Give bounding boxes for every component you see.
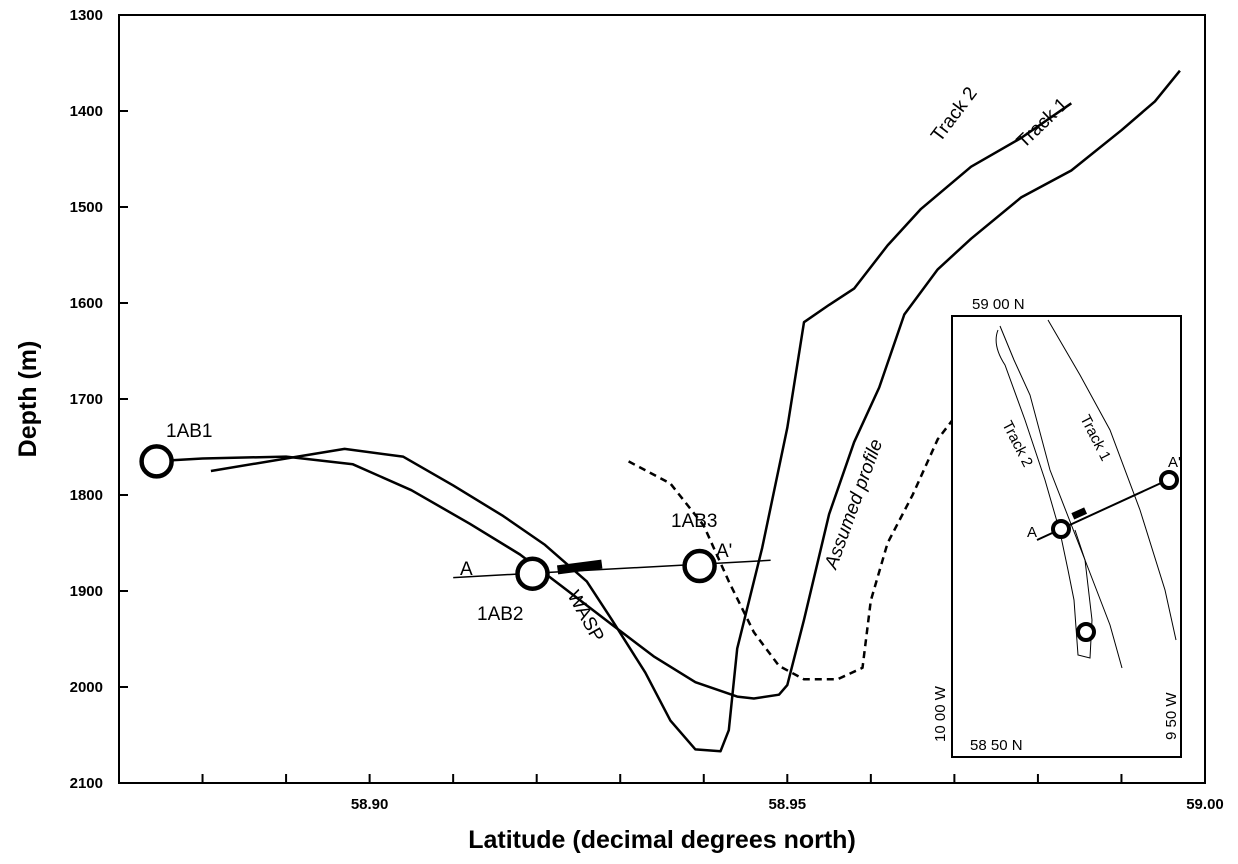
inset-a-label: A [1027,524,1037,541]
inset-map: 59 00 N 58 50 N 10 00 W 9 50 W Track 1 T… [932,296,1182,758]
x-tick-label: 58.90 [351,796,389,813]
y-tick-label: 2100 [70,775,103,792]
series-line-assumed-profile [628,405,964,681]
a-start-label: A [460,559,473,580]
site-marker-1ab2 [515,556,550,591]
assumed-profile-label: Assumed profile [821,437,888,573]
x-tick-label: 58.95 [769,796,807,813]
inset-track-1 [999,325,1123,669]
inset-wasp-segment [1071,507,1088,520]
track-1-label: Track 1 [1013,94,1073,153]
y-tick-label: 1400 [70,103,103,120]
series-line-track-2 [210,102,1073,753]
inset-right-lon-label: 9 50 W [1163,692,1180,740]
y-tick-label: 1500 [70,199,103,216]
series-line-track-1 [152,69,1181,700]
inset-left-lon-label: 10 00 W [932,685,949,742]
site-1ab2-label: 1AB2 [477,604,523,625]
y-tick-label: 1600 [70,295,103,312]
inset-site-a-end [1159,470,1179,490]
inset-track-2 [995,329,1093,659]
site-1ab3-label: 1AB3 [671,511,717,532]
x-tick-label: 59.00 [1186,796,1224,813]
y-axis-title: Depth (m) [14,341,42,458]
inset-track-1-north [1047,319,1177,641]
x-axis-title: Latitude (decimal degrees north) [468,826,856,854]
y-tick-label: 1300 [70,7,103,24]
a-end-label: A' [716,541,732,562]
track-2-label: Track 2 [927,83,981,146]
axis-ticks: 1300 1400 1500 1600 1700 1800 1900 2000 2100 58.9… [70,7,1224,813]
site-marker-1ab3 [682,548,717,584]
y-tick-label: 2000 [70,679,103,696]
y-tick-label: 1700 [70,391,103,408]
site-markers [139,444,717,591]
inset-top-left-label: 59 00 N [972,296,1025,313]
y-tick-label: 1800 [70,487,103,504]
inset-site-south [1076,622,1096,642]
wasp-segment [556,559,603,575]
inset-site-a [1051,519,1071,539]
series-layer [152,69,1181,753]
inset-a-end-label: A' [1168,454,1181,471]
series-line-a-a [453,559,771,579]
y-tick-label: 1900 [70,583,103,600]
inset-bottom-left-label: 58 50 N [970,737,1023,754]
site-1ab1-label: 1AB1 [166,421,212,442]
site-marker-1ab1 [139,444,174,479]
